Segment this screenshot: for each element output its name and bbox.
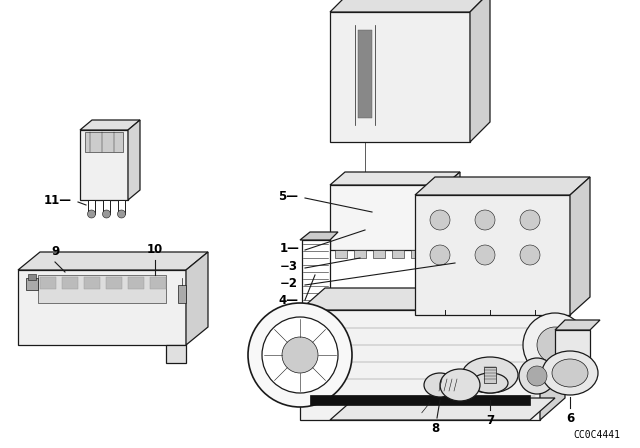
Ellipse shape <box>527 366 547 386</box>
Bar <box>330 185 445 250</box>
Bar <box>307 340 325 352</box>
Ellipse shape <box>282 337 318 373</box>
Bar <box>300 310 540 420</box>
Ellipse shape <box>118 210 125 218</box>
Bar <box>474 234 486 242</box>
Bar <box>490 234 502 242</box>
Bar <box>40 277 56 289</box>
Bar <box>330 12 470 142</box>
Ellipse shape <box>519 358 555 394</box>
Bar <box>80 130 128 200</box>
Bar <box>84 277 100 289</box>
Polygon shape <box>415 177 590 195</box>
Ellipse shape <box>520 245 540 265</box>
Ellipse shape <box>542 351 598 395</box>
Ellipse shape <box>475 245 495 265</box>
Polygon shape <box>570 177 590 315</box>
Bar <box>106 277 122 289</box>
Text: 10: 10 <box>147 243 163 256</box>
Polygon shape <box>455 220 522 230</box>
Polygon shape <box>186 252 208 345</box>
Ellipse shape <box>520 210 540 230</box>
Polygon shape <box>470 0 490 142</box>
Ellipse shape <box>430 245 450 265</box>
Ellipse shape <box>462 357 518 393</box>
Bar <box>458 234 470 242</box>
Bar <box>458 245 470 253</box>
Polygon shape <box>18 252 208 270</box>
Polygon shape <box>445 172 460 250</box>
Bar <box>490 245 502 253</box>
Ellipse shape <box>440 369 480 401</box>
Bar <box>38 275 166 303</box>
Ellipse shape <box>262 317 338 393</box>
Polygon shape <box>330 172 460 185</box>
Bar <box>484 367 496 383</box>
Bar <box>474 245 486 253</box>
Bar <box>128 277 144 289</box>
Ellipse shape <box>472 373 508 393</box>
Ellipse shape <box>248 303 352 407</box>
Bar <box>26 278 38 290</box>
Bar <box>358 30 372 118</box>
Bar <box>555 330 590 365</box>
Ellipse shape <box>523 313 587 377</box>
Text: CC0C4441: CC0C4441 <box>573 430 620 440</box>
Polygon shape <box>510 220 522 268</box>
Polygon shape <box>80 120 140 130</box>
Bar <box>310 395 530 405</box>
Bar <box>62 277 78 289</box>
Bar <box>474 256 486 264</box>
Bar <box>178 285 186 303</box>
Polygon shape <box>555 320 600 330</box>
Ellipse shape <box>102 210 111 218</box>
Bar <box>85 132 123 152</box>
Polygon shape <box>166 345 186 363</box>
Bar <box>455 230 510 268</box>
Bar <box>373 250 385 258</box>
Bar <box>88 200 95 214</box>
Bar <box>392 250 404 258</box>
Bar <box>118 200 125 214</box>
Bar <box>411 250 423 258</box>
Text: 7: 7 <box>486 414 494 427</box>
Text: 11—: 11— <box>44 194 72 207</box>
Text: 9: 9 <box>51 245 59 258</box>
Bar <box>491 268 499 282</box>
Polygon shape <box>128 120 140 200</box>
Polygon shape <box>300 288 565 310</box>
Ellipse shape <box>424 373 456 397</box>
Polygon shape <box>330 398 555 420</box>
Bar <box>150 277 166 289</box>
Ellipse shape <box>552 359 588 387</box>
Text: 8: 8 <box>431 422 439 435</box>
Bar <box>28 274 36 280</box>
Bar <box>18 270 186 345</box>
Polygon shape <box>300 232 338 240</box>
Ellipse shape <box>475 210 495 230</box>
Bar <box>354 250 366 258</box>
Text: 1—: 1— <box>280 241 300 254</box>
Ellipse shape <box>88 210 95 218</box>
Bar <box>415 195 570 315</box>
Ellipse shape <box>430 210 450 230</box>
Text: −3: −3 <box>280 259 298 272</box>
Bar <box>458 256 470 264</box>
Bar <box>463 268 471 282</box>
Text: 5—: 5— <box>278 190 298 202</box>
Bar <box>103 200 110 214</box>
Text: 6: 6 <box>566 412 574 425</box>
Polygon shape <box>540 288 565 420</box>
Bar <box>490 256 502 264</box>
Polygon shape <box>330 0 490 12</box>
Bar <box>335 250 347 258</box>
Text: −2: −2 <box>280 276 298 289</box>
Text: 4—: 4— <box>278 293 298 306</box>
Ellipse shape <box>537 327 573 363</box>
Bar <box>302 240 330 310</box>
